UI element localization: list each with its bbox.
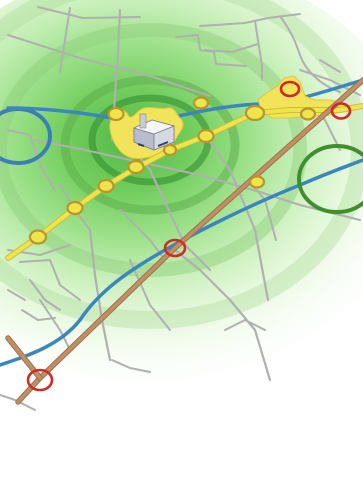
station-3 (97, 178, 115, 194)
station-11 (162, 143, 178, 157)
station-10 (248, 175, 266, 189)
street-center-west (34, 139, 361, 221)
street-southwest-1 (19, 259, 81, 301)
street-top-right-lane-3 (175, 34, 247, 67)
street-network (0, 6, 361, 411)
street-top-left-diagonal (59, 7, 71, 73)
street-south-2 (129, 259, 171, 331)
street-lower-right (224, 319, 266, 331)
street-top-right-small (319, 59, 341, 73)
interchange-1 (279, 80, 301, 98)
3d-building-icon (132, 113, 176, 151)
interchange-4 (26, 368, 54, 392)
interchange-2 (330, 102, 352, 120)
station-5 (107, 106, 125, 122)
station-7 (192, 96, 210, 110)
street-top-left-upper (37, 6, 141, 19)
station-8 (244, 104, 266, 122)
street-southwest-3 (39, 299, 71, 351)
street-southwest-4 (21, 309, 56, 321)
station-2 (66, 200, 84, 216)
interchange-markers (26, 80, 352, 392)
street-southeast-1 (173, 248, 272, 382)
station-4 (127, 159, 145, 175)
street-west-2 (7, 289, 26, 301)
catchment-area (0, 0, 363, 384)
street-bottom-center (111, 359, 151, 373)
street-bottom-left-long (0, 394, 36, 411)
street-center-east (203, 133, 270, 302)
station-6 (197, 128, 215, 144)
street-top-right-lane-4 (254, 20, 263, 81)
street-left-curve (7, 129, 56, 191)
street-top-left (7, 34, 211, 97)
interchange-3 (163, 238, 187, 258)
street-top-right-arc (279, 15, 341, 93)
street-top-right-lane-2 (204, 43, 259, 53)
station-markers (28, 96, 317, 245)
street-southwest-2 (29, 279, 61, 311)
station-1 (28, 229, 48, 245)
street-top-right-lane (199, 13, 301, 27)
green-loop (297, 144, 363, 214)
station-9 (299, 107, 317, 121)
